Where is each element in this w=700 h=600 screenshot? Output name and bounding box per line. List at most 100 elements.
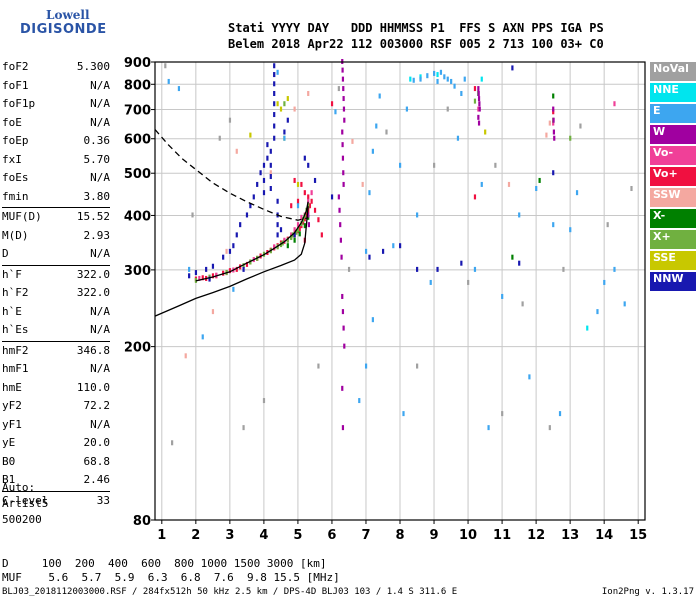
echo-point bbox=[361, 181, 364, 187]
echo-point bbox=[569, 135, 572, 141]
echo-point bbox=[341, 76, 345, 82]
param-row: B0 68.8 bbox=[2, 453, 110, 472]
echo-point bbox=[300, 214, 303, 220]
param-value: N/A bbox=[90, 304, 110, 318]
x-tick-label: 12 bbox=[527, 528, 545, 543]
echo-point bbox=[276, 101, 279, 107]
echo-point bbox=[256, 181, 259, 187]
param-value: 110.0 bbox=[76, 380, 110, 394]
echo-point bbox=[405, 106, 409, 112]
x-tick-label: 7 bbox=[361, 528, 370, 543]
echo-point bbox=[399, 162, 402, 168]
echo-point bbox=[269, 174, 272, 180]
grid bbox=[155, 61, 645, 521]
echo-point bbox=[305, 212, 308, 218]
echo-point bbox=[579, 123, 582, 129]
echo-point bbox=[342, 325, 345, 331]
echo-point bbox=[286, 237, 289, 243]
echo-point bbox=[239, 222, 242, 228]
echo-point bbox=[262, 398, 266, 404]
echo-point bbox=[538, 177, 541, 183]
param-label: h`E bbox=[2, 304, 22, 318]
param-label: yE bbox=[2, 436, 16, 449]
auto-program: Artist5 bbox=[2, 497, 49, 510]
param-value: 346.8 bbox=[76, 343, 110, 357]
echo-point bbox=[307, 162, 310, 168]
param-row: yF2 72.2 bbox=[2, 397, 110, 416]
param-value: 15.52 bbox=[76, 210, 110, 223]
param-label: C-level bbox=[2, 493, 49, 507]
param-label: hmF2 bbox=[2, 343, 29, 357]
param-row: fxI 5.70 bbox=[2, 151, 110, 170]
param-value: 3.80 bbox=[83, 189, 111, 203]
echo-point bbox=[613, 101, 616, 107]
echo-point bbox=[433, 162, 436, 168]
echo-point bbox=[456, 135, 460, 141]
echo-point bbox=[310, 190, 313, 196]
echo-point bbox=[596, 309, 599, 315]
x-tick-label: 15 bbox=[629, 528, 647, 543]
station-header: Stati YYYY DAY DDD HHMMSS P1 FFS S AXN P… bbox=[228, 20, 604, 52]
param-value: N/A bbox=[90, 115, 110, 129]
echo-point bbox=[552, 129, 556, 135]
x-tick-label: 11 bbox=[493, 528, 511, 543]
echo-point bbox=[290, 203, 293, 209]
echo-point bbox=[494, 162, 497, 168]
echo-point bbox=[342, 170, 345, 176]
echo-point bbox=[507, 181, 511, 187]
echo-point bbox=[211, 309, 215, 315]
echo-point bbox=[419, 76, 422, 82]
echo-point bbox=[191, 212, 194, 218]
param-label: MUF(D) bbox=[2, 210, 42, 223]
echo-point bbox=[436, 78, 439, 84]
echo-point bbox=[313, 177, 317, 183]
echo-point bbox=[273, 63, 276, 69]
echo-point bbox=[164, 63, 167, 69]
echo-point bbox=[303, 155, 306, 161]
distance-row: D 100 200 400 600 800 1000 1500 3000 [km… bbox=[2, 557, 327, 570]
legend-entry: NNE bbox=[650, 83, 696, 102]
echo-point bbox=[276, 222, 279, 228]
echo-point bbox=[232, 243, 235, 249]
echo-point bbox=[330, 101, 334, 107]
echo-point bbox=[188, 266, 191, 272]
x-tick-label: 14 bbox=[595, 528, 613, 543]
echo-point bbox=[477, 90, 480, 96]
echo-point bbox=[630, 186, 633, 192]
echo-point bbox=[351, 138, 354, 144]
y-tick-label: 300 bbox=[124, 264, 151, 279]
echo-point bbox=[343, 343, 346, 349]
echo-point bbox=[320, 232, 323, 238]
echo-point bbox=[477, 86, 480, 92]
file-info-footer: BLJ03_2018112003000.RSF / 284fx512h 50 k… bbox=[2, 587, 458, 597]
logo-line2: DIGISONDE bbox=[20, 22, 107, 37]
echo-point bbox=[340, 254, 343, 260]
echo-point bbox=[228, 117, 232, 123]
echo-point bbox=[228, 248, 232, 254]
echo-point bbox=[558, 411, 562, 417]
header-line2: Belem 2018 Apr22 112 003000 RSF 005 2 71… bbox=[228, 37, 604, 51]
echo-point bbox=[368, 254, 371, 260]
scaled-parameters-panel: foF2 5.300 foF1 N/A foF1p N/A foE N/A foEp 0.36 fx… bbox=[2, 58, 110, 510]
param-value: 322.0 bbox=[76, 267, 110, 281]
echo-point bbox=[439, 69, 443, 75]
param-row: foEs N/A bbox=[2, 169, 110, 188]
echo-point bbox=[399, 243, 402, 249]
param-row: h`F2 322.0 bbox=[2, 284, 110, 303]
echo-point bbox=[478, 106, 481, 112]
echo-point bbox=[501, 411, 504, 417]
echo-point bbox=[307, 203, 310, 209]
param-label: yF2 bbox=[2, 399, 22, 412]
param-label: B0 bbox=[2, 454, 16, 468]
echo-point bbox=[201, 334, 204, 340]
param-value: 0.36 bbox=[83, 134, 111, 147]
param-value: N/A bbox=[90, 323, 110, 336]
legend-entry: E bbox=[650, 104, 696, 123]
param-row: foEp 0.36 bbox=[2, 132, 110, 151]
echo-point bbox=[460, 90, 463, 96]
auto-version: 500200 bbox=[2, 513, 42, 526]
echo-point bbox=[262, 177, 266, 183]
param-label: h`F2 bbox=[2, 286, 29, 299]
echo-point bbox=[303, 223, 306, 229]
param-label: foEs bbox=[2, 171, 29, 184]
